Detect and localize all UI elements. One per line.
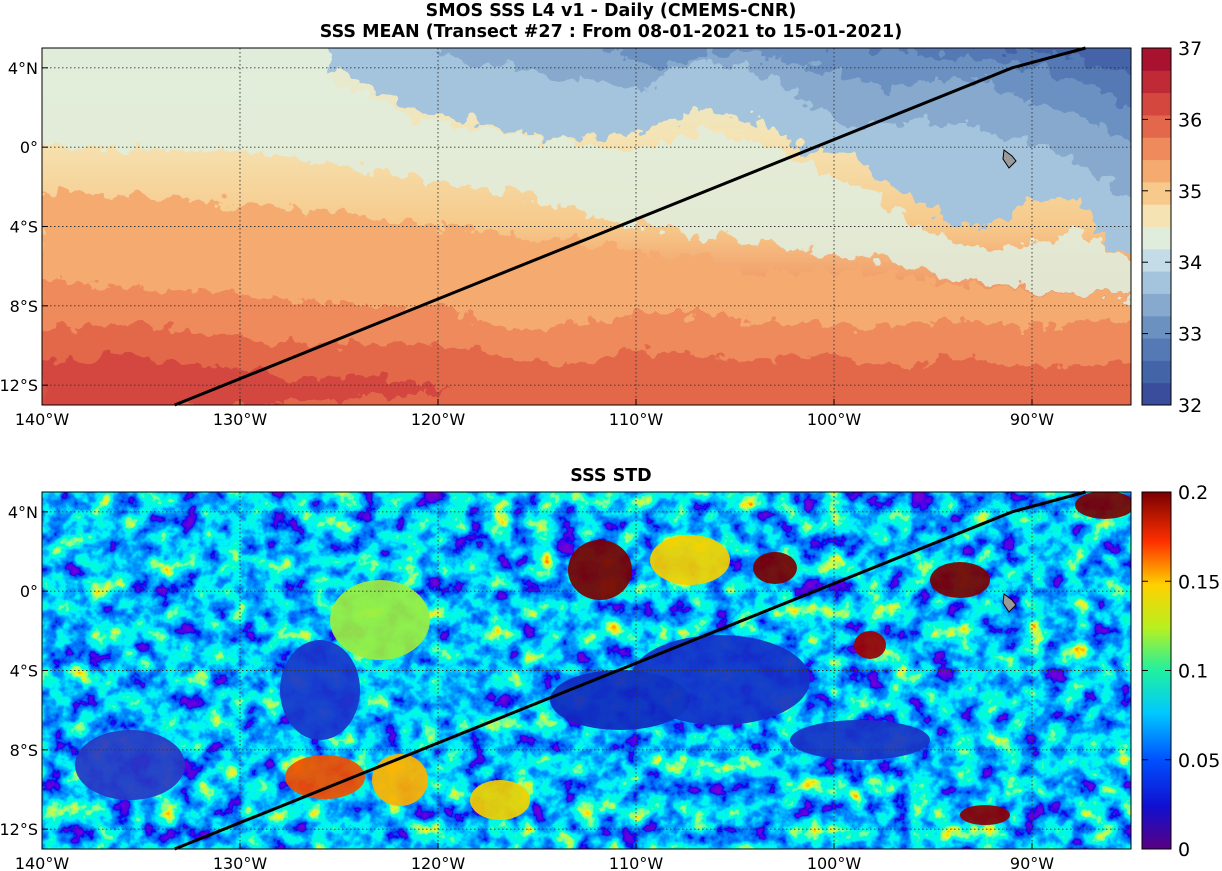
std-lat-tick-label: 4°S bbox=[10, 662, 38, 681]
figure-subtitle: SSS MEAN (Transect #27 : From 08-01-2021… bbox=[319, 22, 903, 42]
std-colorbar-tick-label: 0.2 bbox=[1178, 482, 1208, 504]
std-colorbar-tick-label: 0.15 bbox=[1178, 571, 1220, 593]
std-lon-tick-label: 110°W bbox=[609, 854, 664, 871]
mean-colorbar-tick-label: 35 bbox=[1178, 181, 1202, 203]
mean-axis-ticks: 140°W 130°W 120°W 110°W 100°W 90°W 4°N 0° 4°S 8°S… bbox=[0, 59, 1054, 429]
galapagos-island-std bbox=[1002, 593, 1017, 613]
mean-lon-tick-label: 100°W bbox=[807, 410, 862, 429]
mean-lon-tick-label: 90°W bbox=[1010, 410, 1054, 429]
std-lon-tick-label: 130°W bbox=[213, 854, 268, 871]
mean-lon-tick-label: 140°W bbox=[15, 410, 70, 429]
mean-lon-tick-label: 110°W bbox=[609, 410, 664, 429]
std-lat-tick-label: 4°N bbox=[8, 503, 38, 522]
mean-lon-tick-label: 130°W bbox=[213, 410, 268, 429]
std-lon-tick-label: 90°W bbox=[1010, 854, 1054, 871]
mean-lat-tick-label: 4°N bbox=[8, 59, 38, 78]
std-lat-tick-label: 12°S bbox=[0, 820, 38, 839]
std-lon-tick-label: 100°W bbox=[807, 854, 862, 871]
mean-colorbar-tick-label: 37 bbox=[1178, 38, 1202, 60]
std-panel-title: SSS STD bbox=[570, 466, 652, 486]
mean-colorbar bbox=[1142, 48, 1171, 406]
std-map-panel: 140°W 130°W 120°W 110°W 100°W 90°W 4°N 0° 4°S 8°S… bbox=[0, 482, 1220, 871]
std-lat-tick-label: 8°S bbox=[10, 741, 38, 760]
mean-colorbar-tick-label: 34 bbox=[1178, 252, 1202, 274]
mean-colorbar-tick-label: 33 bbox=[1178, 324, 1202, 346]
mean-map-panel: 140°W 130°W 120°W 110°W 100°W 90°W 4°N 0° 4°S 8°S… bbox=[0, 38, 1202, 429]
std-lat-tick-label: 0° bbox=[20, 582, 38, 601]
mean-field bbox=[42, 48, 1131, 405]
figure-title: SMOS SSS L4 v1 - Daily (CMEMS-CNR) bbox=[425, 1, 797, 21]
std-axis-ticks: 140°W 130°W 120°W 110°W 100°W 90°W 4°N 0° 4°S 8°S… bbox=[0, 503, 1054, 871]
std-transect-line bbox=[174, 490, 1086, 851]
std-colorbar-tick-label: 0.1 bbox=[1178, 661, 1208, 683]
std-lon-tick-label: 120°W bbox=[411, 854, 466, 871]
mean-lon-tick-label: 120°W bbox=[411, 410, 466, 429]
mean-lat-tick-label: 12°S bbox=[0, 376, 38, 395]
mean-colorbar-tick-label: 32 bbox=[1178, 395, 1202, 417]
mean-lat-tick-label: 0° bbox=[20, 138, 38, 157]
mean-lat-tick-label: 4°S bbox=[10, 218, 38, 237]
mean-lat-tick-label: 8°S bbox=[10, 297, 38, 316]
std-lon-tick-label: 140°W bbox=[15, 854, 70, 871]
std-field bbox=[42, 492, 1131, 849]
std-colorbar-tick-label: 0 bbox=[1178, 839, 1190, 861]
mean-transect-line bbox=[174, 46, 1086, 407]
galapagos-island bbox=[1002, 149, 1017, 169]
std-colorbar-tick-label: 0.05 bbox=[1178, 750, 1220, 772]
mean-colorbar-tick-label: 36 bbox=[1178, 109, 1202, 131]
